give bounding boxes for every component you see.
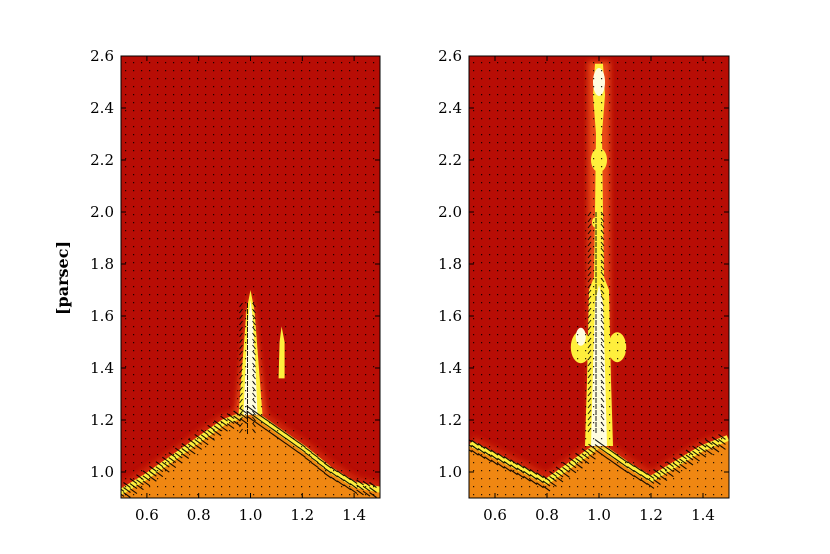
y-tick-label: 1.2 xyxy=(90,411,114,429)
column-core xyxy=(591,284,607,446)
y-tick-label: 1.4 xyxy=(90,359,114,377)
column-blob xyxy=(592,217,598,228)
x-tick-label: 0.6 xyxy=(483,506,507,524)
y-tick-label: 2.4 xyxy=(90,99,114,117)
x-tick-label: 1.0 xyxy=(587,506,611,524)
dense-region xyxy=(121,414,380,498)
y-tick-label: 2.2 xyxy=(90,151,114,169)
y-tick-label: 1.6 xyxy=(438,307,462,325)
plot-area xyxy=(469,56,729,498)
y-tick-label: 2.6 xyxy=(90,47,114,65)
y-tick-label: 1.0 xyxy=(438,463,462,481)
column-arrows xyxy=(239,302,256,434)
vector-arrows xyxy=(469,433,726,492)
plot-area xyxy=(121,56,380,498)
column-arrows xyxy=(587,211,605,433)
y-tick-label: 1.8 xyxy=(90,255,114,273)
x-tick-label: 1.0 xyxy=(239,506,263,524)
vector-arrows xyxy=(121,405,377,498)
pillar-core xyxy=(243,300,258,415)
x-tick-label: 1.4 xyxy=(691,506,715,524)
left-lobe-core xyxy=(575,327,586,346)
right-panel: 0.6 0.8 1.0 1.2 1.4 1.0 1.2 1.4 1.6 1.8 2.0 2.2 2.4 2… xyxy=(438,47,730,524)
column-knot xyxy=(591,148,607,172)
y-tick-label: 2.6 xyxy=(438,47,462,65)
column-edge xyxy=(585,63,613,447)
x-tick-label: 1.2 xyxy=(639,506,663,524)
dense-region xyxy=(469,440,729,498)
velocity-field xyxy=(469,62,726,496)
left-lobe xyxy=(570,331,591,364)
side-spike xyxy=(278,326,285,379)
right-lobe xyxy=(608,332,627,363)
y-tick-label: 1.6 xyxy=(90,307,114,325)
x-tick-label: 0.8 xyxy=(187,506,211,524)
y-tick-label: 1.2 xyxy=(438,411,462,429)
y-tick-label: 2.2 xyxy=(438,151,462,169)
x-tick-label: 0.6 xyxy=(135,506,159,524)
y-axis-label: [parsec] xyxy=(53,241,72,315)
y-tick-label: 1.4 xyxy=(438,359,462,377)
y-tick-label: 2.0 xyxy=(438,203,462,221)
y-tick-label: 1.8 xyxy=(438,255,462,273)
column-cap xyxy=(593,68,605,96)
velocity-field xyxy=(121,62,377,498)
x-tick-label: 1.2 xyxy=(290,506,314,524)
left-panel: 0.6 0.8 1.0 1.2 1.4 1.0 1.2 1.4 1.6 1.8 2.0 2.2 2.4 2… xyxy=(90,47,381,524)
x-tick-label: 0.8 xyxy=(535,506,559,524)
y-tick-label: 2.0 xyxy=(90,203,114,221)
x-tick-label: 1.4 xyxy=(342,506,366,524)
y-tick-label: 1.0 xyxy=(90,463,114,481)
y-tick-label: 2.4 xyxy=(438,99,462,117)
